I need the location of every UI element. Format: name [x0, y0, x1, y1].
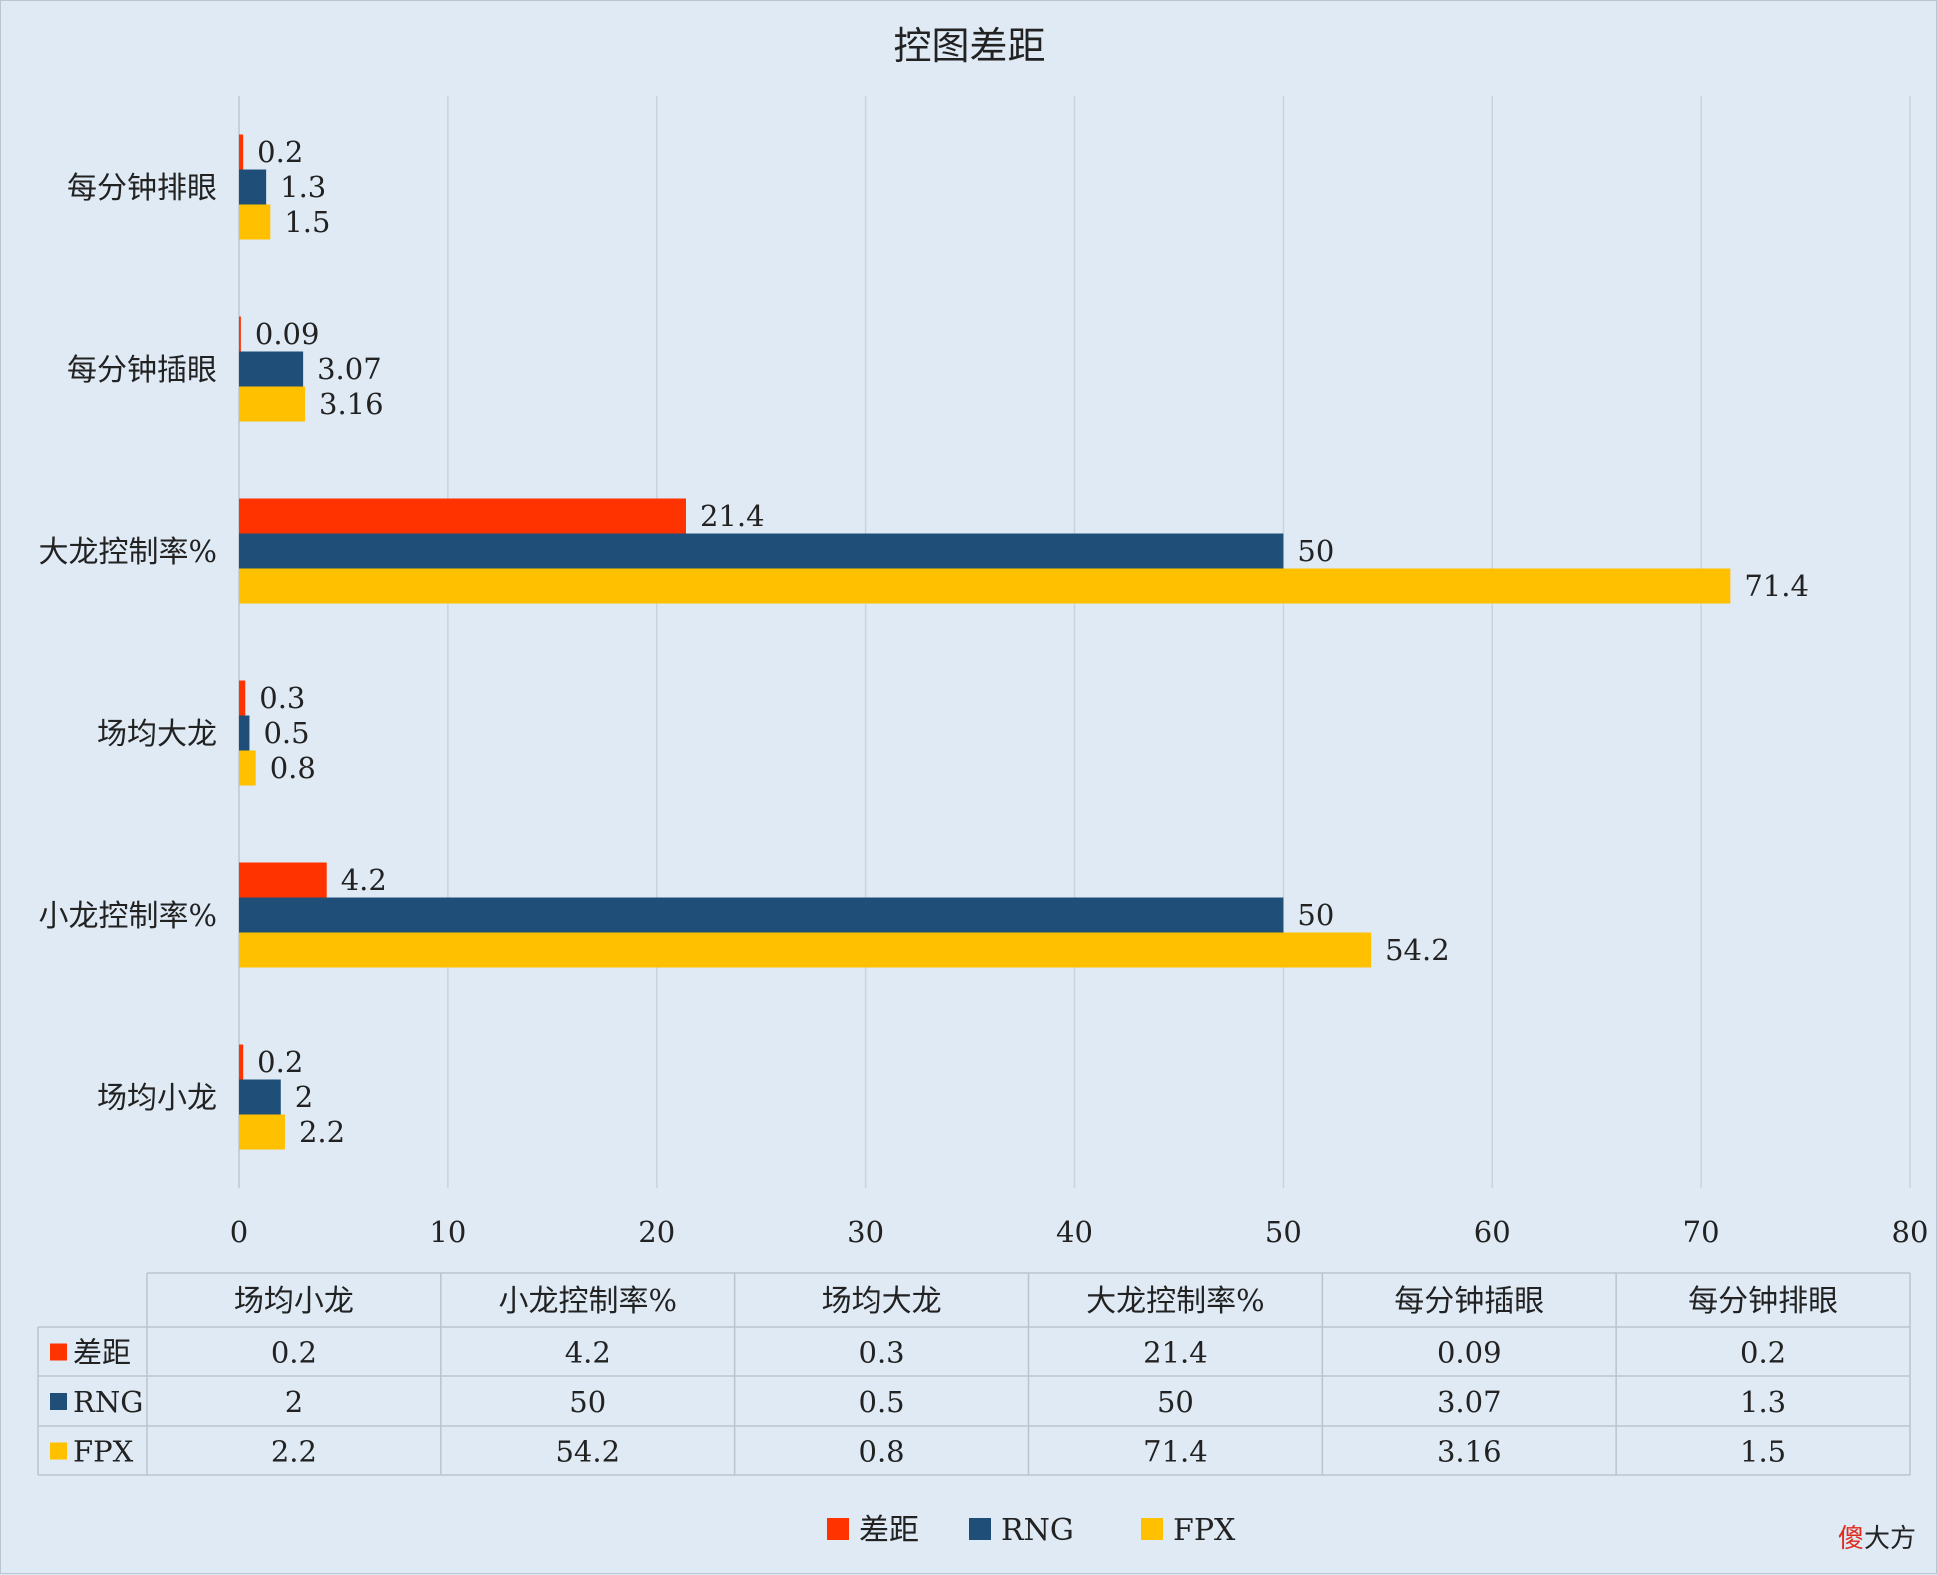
data-label: 0.2	[257, 1045, 303, 1079]
table-header: 小龙控制率%	[498, 1284, 677, 1319]
watermark-prefix: 傻	[1837, 1524, 1864, 1554]
bar	[239, 134, 244, 170]
table-cell: 3.07	[1437, 1385, 1502, 1419]
bar	[239, 316, 241, 352]
table-cell: 50	[1157, 1385, 1194, 1419]
table-header: 大龙控制率%	[1086, 1284, 1265, 1319]
x-tick-label: 20	[638, 1215, 675, 1249]
x-tick-label: 40	[1056, 1215, 1093, 1249]
table-cell: 0.2	[271, 1336, 317, 1370]
watermark-suffix: 大方	[1863, 1524, 1916, 1554]
table-cell: 1.5	[1740, 1435, 1786, 1469]
bar	[239, 715, 250, 751]
bar	[239, 1044, 244, 1080]
table-cell: 1.3	[1740, 1385, 1786, 1419]
x-tick-label: 50	[1265, 1215, 1302, 1249]
table-cell: 71.4	[1143, 1435, 1208, 1469]
data-label: 71.4	[1744, 569, 1809, 603]
table-cell: 0.3	[859, 1336, 905, 1370]
bar	[239, 862, 327, 898]
table-cell: 0.8	[859, 1435, 905, 1469]
table-row-label: 差距	[73, 1336, 131, 1370]
category-label: 每分钟插眼	[67, 353, 217, 388]
data-label: 21.4	[700, 499, 765, 533]
x-tick-label: 30	[847, 1215, 884, 1249]
bar	[239, 533, 1284, 569]
legend-swatch	[827, 1518, 849, 1540]
data-label: 0.2	[257, 135, 303, 169]
data-label: 0.8	[270, 751, 316, 785]
table-cell: 50	[569, 1385, 606, 1419]
watermark: 傻大方	[1838, 1518, 1916, 1555]
bar	[239, 1079, 281, 1115]
table-cell: 21.4	[1143, 1336, 1208, 1370]
bar	[239, 750, 256, 786]
legend-label: RNG	[1001, 1513, 1074, 1548]
category-label: 小龙控制率%	[38, 899, 217, 934]
x-tick-label: 10	[429, 1215, 466, 1249]
x-tick-label: 0	[230, 1215, 248, 1249]
table-legend-key	[50, 1343, 67, 1361]
data-label: 50	[1297, 898, 1334, 932]
data-label: 1.3	[280, 170, 326, 204]
bar	[239, 386, 306, 422]
bar	[239, 568, 1731, 604]
data-label: 1.5	[284, 205, 330, 239]
category-label: 每分钟排眼	[67, 171, 217, 206]
table-legend-key	[50, 1442, 67, 1460]
table-cell: 54.2	[555, 1435, 620, 1469]
legend-swatch	[1141, 1518, 1163, 1540]
data-label: 50	[1297, 534, 1334, 568]
table-cell: 4.2	[565, 1336, 611, 1370]
table-cell: 0.09	[1437, 1336, 1502, 1370]
table-header: 场均大龙	[822, 1284, 942, 1319]
table-cell: 2	[285, 1385, 303, 1419]
data-label: 3.07	[317, 352, 382, 386]
legend-swatch	[969, 1518, 991, 1540]
legend-label: FPX	[1173, 1513, 1236, 1548]
bar	[239, 204, 271, 240]
table-row-label: RNG	[73, 1385, 143, 1419]
legend-label: 差距	[859, 1513, 919, 1548]
table-header: 每分钟排眼	[1688, 1284, 1838, 1319]
data-label: 54.2	[1385, 933, 1450, 967]
bar	[239, 1114, 285, 1150]
data-label: 3.16	[319, 387, 384, 421]
bar	[239, 169, 267, 205]
x-tick-label: 60	[1474, 1215, 1511, 1249]
table-cell: 0.5	[859, 1385, 905, 1419]
category-label: 场均小龙	[97, 1081, 217, 1116]
table-cell: 0.2	[1740, 1336, 1786, 1370]
table-legend-key	[50, 1393, 67, 1410]
data-label: 0.3	[259, 681, 305, 715]
table-header: 每分钟插眼	[1394, 1284, 1544, 1319]
data-label: 0.09	[255, 317, 320, 351]
bar	[239, 680, 246, 716]
data-label: 4.2	[341, 863, 387, 897]
data-label: 2	[295, 1080, 313, 1114]
chart-title: 控图差距	[893, 24, 1046, 68]
category-label: 场均大龙	[97, 717, 217, 752]
table-cell: 2.2	[271, 1435, 317, 1469]
table-header: 场均小龙	[234, 1284, 354, 1319]
table-cell: 3.16	[1437, 1435, 1502, 1469]
bar	[239, 897, 1284, 933]
bar	[239, 351, 304, 387]
x-tick-label: 70	[1683, 1215, 1720, 1249]
bar	[239, 932, 1372, 968]
bar	[239, 498, 686, 534]
table-row-label: FPX	[73, 1435, 134, 1469]
data-label: 0.5	[263, 716, 309, 750]
data-label: 2.2	[299, 1115, 345, 1149]
x-tick-label: 80	[1892, 1215, 1929, 1249]
category-label: 大龙控制率%	[38, 535, 217, 570]
